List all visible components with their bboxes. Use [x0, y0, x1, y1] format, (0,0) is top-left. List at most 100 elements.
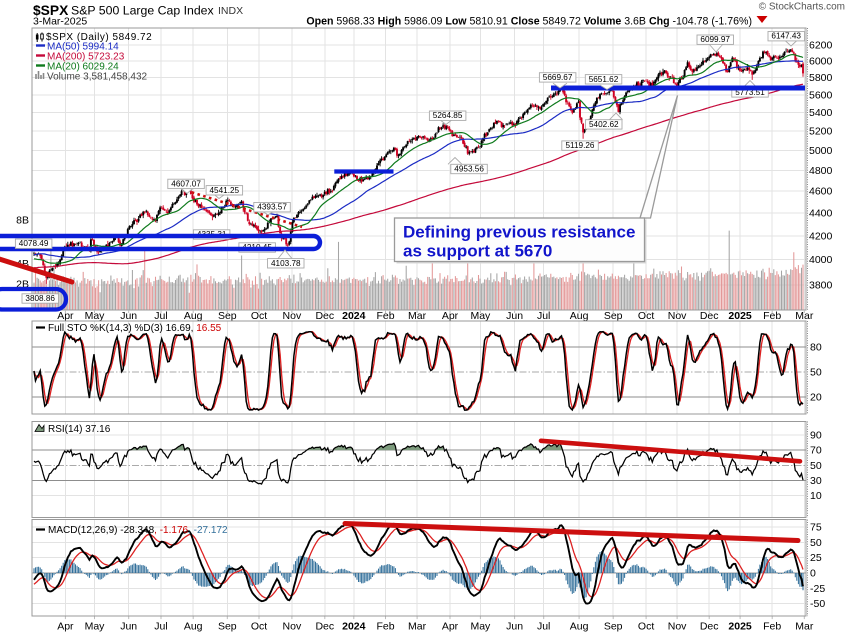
svg-text:5000: 5000 [809, 145, 833, 157]
svg-text:80: 80 [810, 341, 822, 353]
svg-text:Mar: Mar [795, 310, 814, 322]
svg-text:4600: 4600 [809, 186, 833, 198]
svg-text:Jun: Jun [506, 310, 523, 322]
svg-text:30: 30 [810, 475, 822, 487]
svg-text:3800: 3800 [809, 279, 833, 291]
svg-text:Aug: Aug [184, 310, 203, 322]
svg-text:4400: 4400 [809, 208, 833, 220]
svg-text:6099.97: 6099.97 [700, 35, 730, 44]
svg-text:Aug: Aug [184, 621, 203, 633]
svg-text:Sep: Sep [604, 621, 623, 633]
svg-text:-50: -50 [810, 598, 825, 610]
svg-text:Sep: Sep [218, 310, 237, 322]
svg-text:Aug: Aug [570, 310, 589, 322]
svg-text:Nov: Nov [283, 621, 302, 633]
svg-text:May: May [470, 621, 491, 633]
svg-text:Oct: Oct [638, 310, 654, 322]
svg-text:MA(20) 6029.24: MA(20) 6029.24 [47, 62, 119, 73]
svg-text:5651.62: 5651.62 [589, 75, 619, 84]
svg-text:Sep: Sep [604, 310, 623, 322]
svg-text:Open 5968.33 High 5986.09 Low: Open 5968.33 High 5986.09 Low 5810.91 Cl… [306, 16, 752, 28]
svg-text:4541.25: 4541.25 [209, 186, 239, 195]
svg-text:Apr: Apr [57, 621, 74, 633]
svg-text:Dec: Dec [315, 310, 334, 322]
svg-text:© StockCharts.com: © StockCharts.com [759, 2, 845, 13]
svg-text:4393.57: 4393.57 [257, 203, 287, 212]
svg-text:Mar: Mar [408, 310, 427, 322]
svg-text:5264.85: 5264.85 [433, 111, 463, 120]
svg-text:Mar: Mar [408, 621, 427, 633]
svg-text:4103.78: 4103.78 [271, 259, 301, 268]
svg-text:5773.51: 5773.51 [735, 88, 765, 97]
svg-text:5119.26: 5119.26 [566, 141, 595, 150]
svg-text:50: 50 [810, 537, 822, 549]
svg-text:S&P 500 Large Cap Index: S&P 500 Large Cap Index [71, 4, 215, 18]
svg-text:as support at 5670: as support at 5670 [403, 242, 552, 261]
svg-text:4800: 4800 [809, 165, 833, 177]
svg-text:May: May [470, 310, 491, 322]
svg-text:4953.56: 4953.56 [454, 165, 484, 174]
svg-text:Nov: Nov [668, 621, 687, 633]
svg-text:5669.67: 5669.67 [543, 73, 573, 82]
svg-text:Jul: Jul [537, 310, 550, 322]
svg-text:8B: 8B [16, 215, 29, 227]
svg-text:Jun: Jun [506, 621, 523, 633]
svg-text:Jun: Jun [120, 310, 137, 322]
svg-text:$SPX (Daily) 5849.72: $SPX (Daily) 5849.72 [46, 32, 152, 43]
svg-text:4200: 4200 [809, 230, 833, 242]
svg-text:Oct: Oct [638, 621, 654, 633]
svg-text:4000: 4000 [809, 254, 833, 266]
svg-text:Apr: Apr [442, 621, 459, 633]
svg-text:Aug: Aug [570, 621, 589, 633]
svg-text:Apr: Apr [442, 310, 459, 322]
svg-text:Dec: Dec [315, 621, 334, 633]
svg-text:MACD(12,26,9) -28.348, -1.176,: MACD(12,26,9) -28.348, -1.176, -27.172 [48, 525, 228, 536]
svg-text:-25: -25 [810, 583, 825, 595]
svg-text:Defining previous resistance: Defining previous resistance [403, 223, 635, 242]
svg-text:Feb: Feb [763, 621, 781, 633]
svg-text:2024: 2024 [342, 310, 366, 322]
svg-text:Full STO %K(14,3) %D(3) 16.69,: Full STO %K(14,3) %D(3) 16.69, 16.55 [48, 323, 222, 334]
svg-text:90: 90 [810, 429, 822, 441]
svg-text:4078.49: 4078.49 [19, 239, 49, 248]
svg-text:Sep: Sep [218, 621, 237, 633]
svg-text:Oct: Oct [251, 621, 267, 633]
svg-text:Dec: Dec [700, 621, 719, 633]
svg-text:May: May [85, 310, 106, 322]
svg-text:3-Mar-2025: 3-Mar-2025 [33, 16, 87, 28]
svg-text:$SPX: $SPX [33, 3, 69, 18]
svg-text:Jun: Jun [120, 621, 137, 633]
svg-text:50: 50 [810, 460, 822, 472]
svg-text:0: 0 [810, 568, 816, 580]
svg-text:Mar: Mar [795, 621, 814, 633]
svg-text:50: 50 [810, 366, 822, 378]
svg-text:Jul: Jul [154, 310, 167, 322]
svg-text:Nov: Nov [283, 310, 302, 322]
svg-text:2025: 2025 [728, 310, 752, 322]
svg-text:Feb: Feb [376, 310, 394, 322]
svg-text:20: 20 [810, 392, 822, 404]
svg-text:70: 70 [810, 445, 822, 457]
svg-text:10: 10 [810, 490, 822, 502]
svg-text:Jul: Jul [154, 621, 167, 633]
svg-text:6147.43: 6147.43 [771, 32, 801, 41]
svg-text:3808.86: 3808.86 [25, 294, 55, 303]
svg-text:MA(50) 5994.14: MA(50) 5994.14 [47, 42, 119, 53]
svg-text:6000: 6000 [809, 56, 833, 68]
svg-text:Volume 3,581,458,432: Volume 3,581,458,432 [47, 72, 148, 83]
svg-text:Dec: Dec [700, 310, 719, 322]
svg-text:Feb: Feb [376, 621, 394, 633]
svg-text:5200: 5200 [809, 126, 833, 138]
svg-text:5600: 5600 [809, 89, 833, 101]
svg-text:5402.62: 5402.62 [589, 120, 619, 129]
svg-text:Feb: Feb [763, 310, 781, 322]
svg-text:RSI(14) 37.16: RSI(14) 37.16 [48, 424, 111, 435]
svg-text:4607.07: 4607.07 [171, 179, 201, 188]
svg-text:5400: 5400 [809, 107, 833, 119]
svg-text:25: 25 [810, 552, 822, 564]
svg-text:75: 75 [810, 522, 822, 534]
svg-text:2025: 2025 [728, 621, 752, 633]
svg-text:2024: 2024 [342, 621, 366, 633]
svg-text:INDX: INDX [218, 5, 243, 17]
svg-text:Jul: Jul [537, 621, 550, 633]
